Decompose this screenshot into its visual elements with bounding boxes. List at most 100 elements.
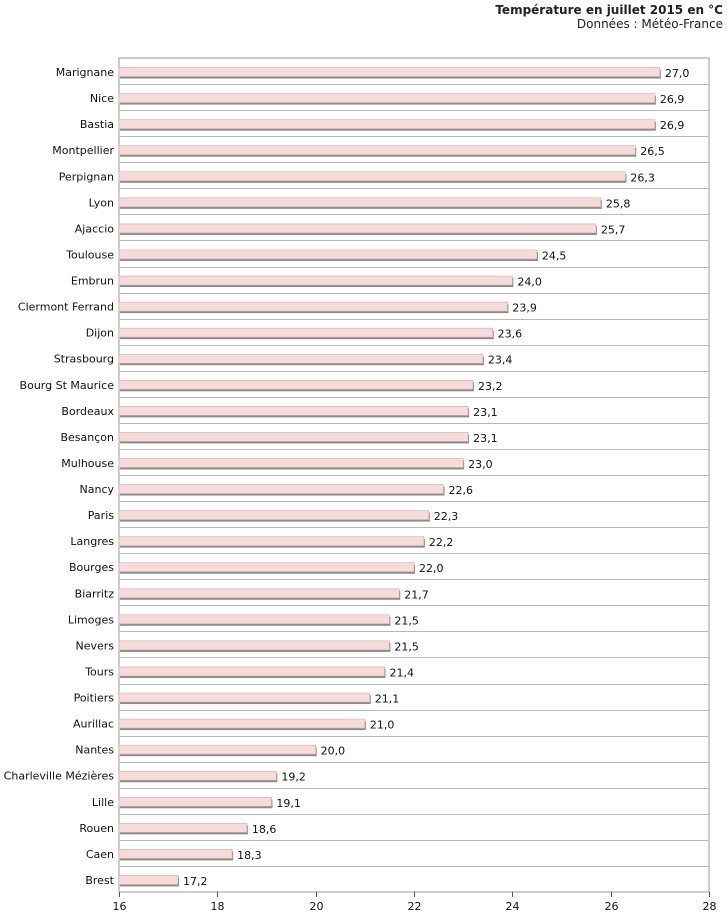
category-label: Charleville Mézières [4,770,115,783]
value-label: 23,1 [473,432,498,445]
value-label: 21,4 [390,666,415,679]
value-label: 23,1 [473,406,498,419]
bar [118,536,425,546]
bar [118,145,636,156]
category-label: Nice [90,92,114,105]
bar [118,171,626,182]
value-label: 23,4 [488,354,513,367]
value-label: 22,2 [429,536,454,549]
bar [118,875,179,885]
value-label: 26,5 [640,145,665,158]
bar [118,353,484,364]
category-label: Bourges [69,561,114,574]
category-label: Mulhouse [61,457,114,470]
x-tick-label: 24 [506,900,520,913]
bar [118,223,597,234]
bar [118,93,656,103]
category-label: Poitiers [74,692,115,705]
value-label: 21,1 [375,693,400,706]
category-label: Caen [86,848,114,861]
category-label: Perpignan [59,170,114,183]
chart-subtitle: Données : Météo-France [576,17,723,31]
chart-title-block: Température en juillet 2015 en °C Donnée… [495,3,723,32]
category-label: Rouen [79,822,114,835]
category-label: Lille [92,796,114,809]
category-label: Langres [70,535,114,548]
category-label: Bordeaux [61,405,114,418]
bar [118,770,277,781]
value-label: 17,2 [183,875,208,888]
category-label: Nevers [75,639,114,652]
bar [118,484,444,494]
category-label: Strasbourg [54,353,114,366]
value-label: 24,0 [517,276,542,289]
value-label: 25,8 [606,197,631,210]
category-label: Bourg St Maurice [20,379,115,392]
category-label: Nancy [80,483,115,496]
category-label: Besançon [60,431,114,444]
bar [118,510,430,520]
category-label: Bastia [80,118,114,131]
label-layer: Marignane 27,0 Nice 26,9 Bastia 26,9 Montpelli… [4,66,690,888]
bar [118,301,508,312]
bar [118,67,661,77]
bar [118,640,390,651]
chart-title: Température en juillet 2015 en °C [495,3,723,17]
category-label: Ajaccio [75,222,114,235]
value-label: 27,0 [665,67,690,80]
value-label: 25,7 [601,223,626,236]
bar [118,432,469,442]
x-tick-label: 18 [211,900,225,913]
x-tick-label: 22 [408,900,422,913]
bar [118,458,464,468]
bar [118,692,371,703]
bar [118,406,469,416]
category-label: Biarritz [75,587,115,600]
bar [118,249,538,260]
axis-layer: 16 18 20 22 24 26 28 [113,892,717,913]
category-label: Paris [88,509,114,522]
value-label: 21,5 [394,614,419,627]
value-label: 21,7 [404,588,429,601]
value-label: 21,5 [394,640,419,653]
value-label: 22,0 [419,562,444,575]
category-label: Montpellier [52,144,114,157]
value-label: 19,1 [276,797,301,810]
category-label: Tours [84,665,114,678]
category-label: Nantes [75,744,114,757]
category-label: Brest [85,874,114,887]
value-label: 23,2 [478,380,503,393]
grid-layer [118,57,710,893]
bar [118,275,513,286]
bar [118,197,602,208]
bar-layer [118,67,661,887]
bar [118,744,316,755]
bar [118,796,272,807]
category-label: Toulouse [65,248,114,261]
value-label: 23,9 [512,302,537,315]
bar [118,379,474,390]
category-label: Limoges [68,613,114,626]
category-label: Marignane [56,66,114,79]
value-label: 23,6 [498,328,522,341]
value-label: 18,6 [252,823,276,836]
value-label: 26,9 [660,93,685,106]
bar [118,718,366,729]
bar [118,666,385,677]
value-label: 26,9 [660,119,685,132]
x-tick-label: 20 [310,900,324,913]
x-tick-label: 26 [605,900,619,913]
x-tick-label: 28 [703,900,717,913]
category-label: Dijon [86,327,114,340]
bar [118,588,400,599]
value-label: 22,3 [434,510,459,523]
value-label: 23,0 [468,458,493,471]
value-label: 21,0 [370,719,395,732]
value-label: 19,2 [281,771,306,784]
bar [118,849,233,859]
category-label: Clermont Ferrand [18,301,114,314]
bar [118,562,415,573]
category-label: Lyon [89,196,114,209]
x-tick-label: 16 [113,900,127,913]
